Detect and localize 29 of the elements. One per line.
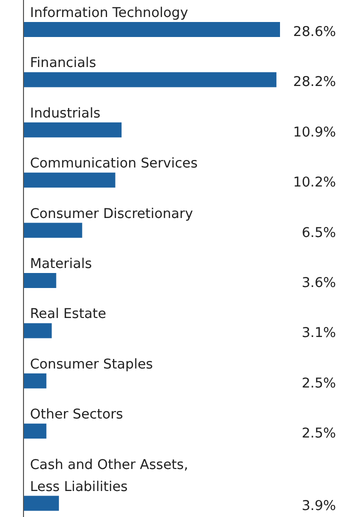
- data-label: 6.5%: [302, 224, 336, 241]
- data-label: 3.1%: [302, 325, 336, 342]
- data-label: 28.6%: [293, 24, 336, 40]
- y-tick-label: Information Technology: [30, 5, 188, 21]
- data-label: 2.5%: [302, 426, 336, 442]
- data-label: 3.6%: [302, 275, 336, 291]
- data-label: 10.9%: [293, 124, 336, 140]
- y-tick-label: Consumer Discretionary: [30, 206, 193, 222]
- bar: [24, 22, 280, 37]
- data-label: 3.9%: [302, 498, 336, 514]
- bar: [24, 72, 276, 88]
- data-label: 2.5%: [302, 375, 336, 392]
- y-tick-label: Real Estate: [30, 306, 106, 322]
- bar: [24, 172, 116, 188]
- bar: [24, 424, 46, 439]
- data-label: 28.2%: [293, 74, 336, 90]
- y-tick-label: Financials: [30, 55, 96, 72]
- y-tick-label: Communication Services: [30, 156, 198, 172]
- bar: [24, 222, 82, 238]
- data-label: 10.2%: [293, 174, 336, 191]
- y-tick-label: Other Sectors: [30, 406, 124, 423]
- bar: [24, 373, 46, 388]
- y-tick-label: Industrials: [30, 105, 100, 122]
- bar: [24, 273, 56, 288]
- y-tick-label: Materials: [30, 256, 92, 272]
- bar: [24, 323, 52, 338]
- y-tick-label: Consumer Staples: [30, 356, 153, 372]
- y-tick-label: Cash and Other Assets, Less Liabilities: [30, 456, 188, 495]
- bar: [24, 122, 122, 138]
